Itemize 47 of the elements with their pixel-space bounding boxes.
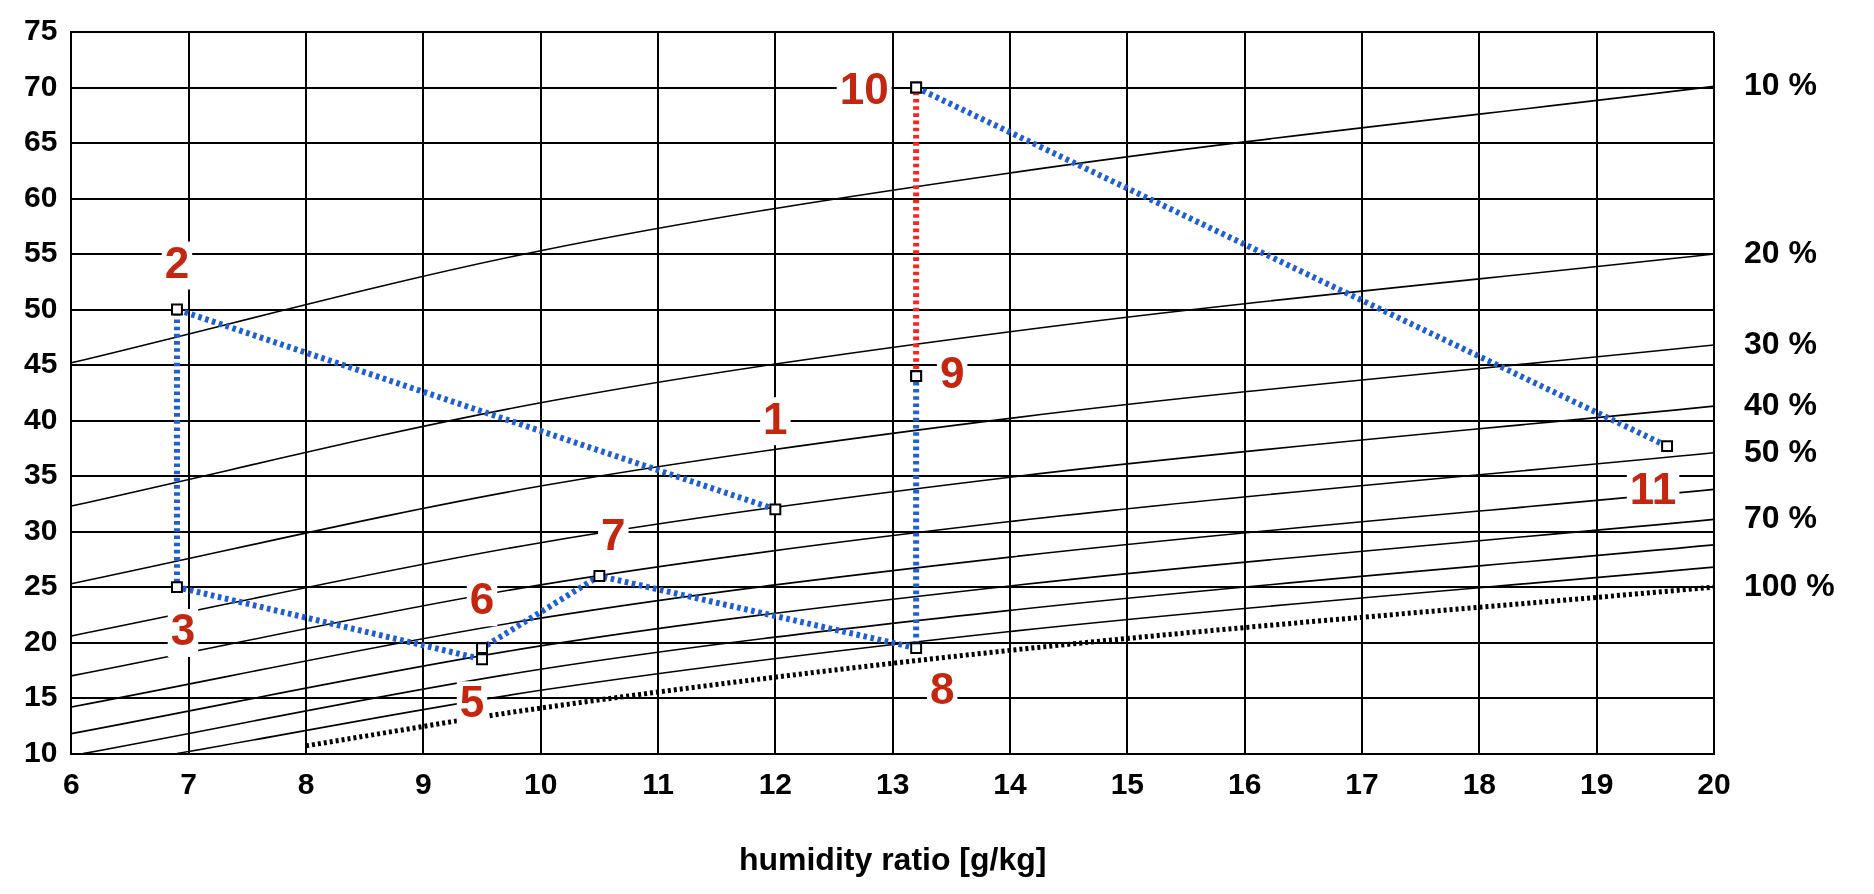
series-label: 100 %: [1744, 566, 1835, 603]
annotation: 5: [459, 677, 485, 727]
x-tick-label: 12: [758, 766, 793, 800]
y-tick-label: 50: [23, 290, 58, 324]
x-tick-label: 15: [1110, 766, 1145, 800]
x-tick-label: 13: [876, 766, 910, 800]
x-tick-label: 8: [297, 766, 315, 800]
x-tick-label: 11: [642, 766, 674, 800]
x-tick-label: 20: [1697, 766, 1731, 800]
annotation: 10: [839, 63, 889, 113]
series-label: 10 %: [1744, 66, 1817, 103]
annotation: 11: [1629, 464, 1677, 514]
x-tick-label: 17: [1345, 766, 1379, 800]
y-tick-label: 20: [23, 623, 58, 657]
y-tick-label: 65: [23, 124, 58, 158]
annotation: 6: [469, 574, 495, 624]
series-label: 30 %: [1744, 324, 1817, 361]
series-label: 20 %: [1744, 233, 1817, 270]
series-label: 70 %: [1744, 499, 1817, 536]
annotation: 1: [763, 393, 788, 443]
annotation: 7: [601, 510, 626, 560]
x-tick-label: 10: [524, 766, 558, 800]
y-tick-label: 10: [23, 734, 58, 768]
series-label: 50 %: [1744, 432, 1817, 469]
x-tick-label: 9: [415, 766, 432, 800]
x-tick-label: 16: [1227, 766, 1262, 800]
annotation: 2: [164, 237, 190, 287]
y-tick-label: 55: [23, 235, 58, 269]
y-tick-label: 25: [23, 568, 58, 602]
y-tick-label: 60: [23, 179, 58, 213]
x-tick-label: 19: [1579, 766, 1614, 800]
x-tick-label: 7: [180, 766, 198, 800]
x-axis-title: humidity ratio [g/kg]: [738, 840, 1047, 877]
y-tick-label: 30: [23, 512, 58, 546]
y-tick-label: 35: [23, 457, 58, 491]
y-tick-label: 75: [23, 13, 58, 47]
x-tick-label: 14: [993, 766, 1028, 800]
y-tick-label: 70: [23, 68, 58, 102]
x-tick-label: 18: [1462, 766, 1497, 800]
annotation: 8: [929, 664, 955, 714]
y-tick-label: 45: [23, 346, 58, 380]
series-label: 40 %: [1744, 385, 1817, 422]
annotation: 3: [170, 605, 196, 655]
y-tick-label: 40: [23, 401, 58, 435]
y-tick-label: 15: [23, 679, 58, 713]
annotation: 9: [939, 348, 965, 398]
x-tick-label: 6: [63, 766, 80, 800]
